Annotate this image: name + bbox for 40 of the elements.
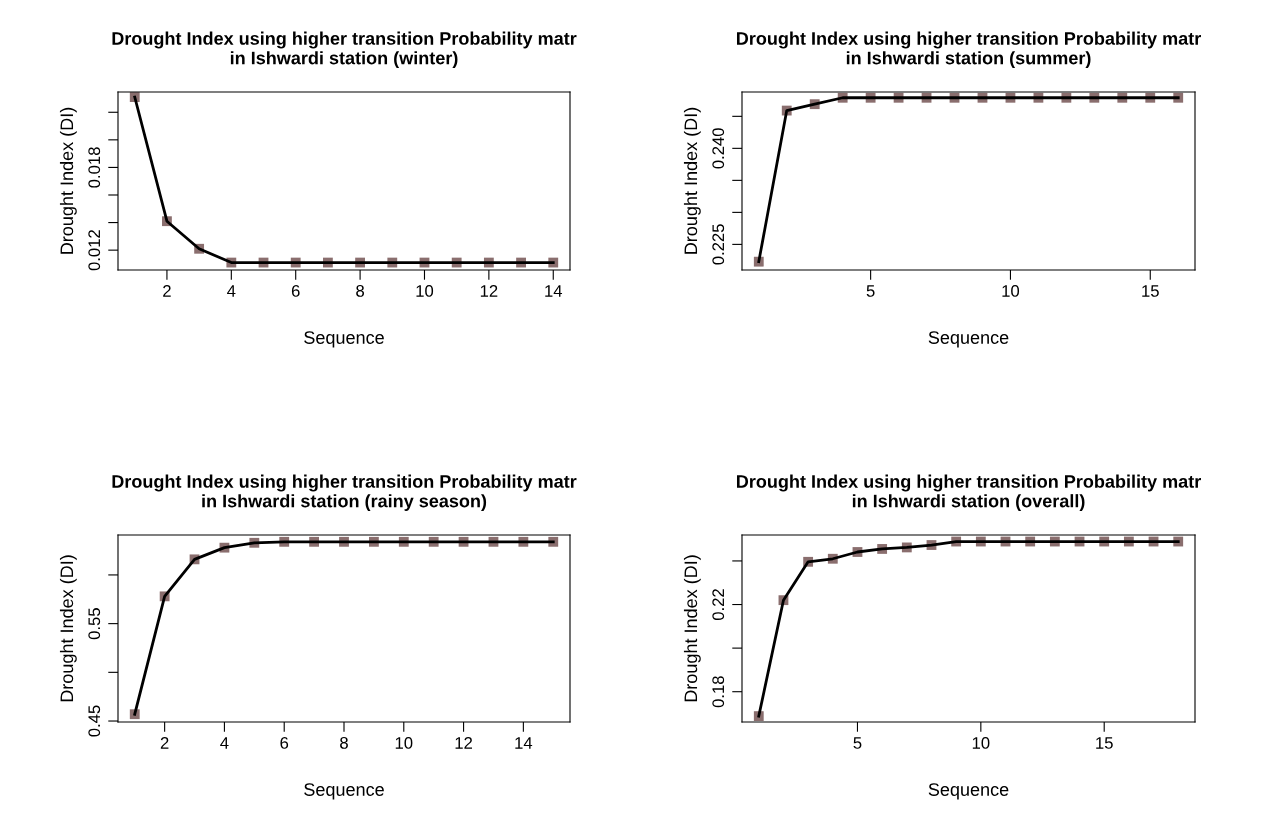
x-axis-title: Sequence bbox=[304, 783, 384, 800]
x-tick-label: 10 bbox=[416, 285, 434, 297]
x-tick-label: 10 bbox=[395, 737, 413, 749]
x-tick-label: 15 bbox=[1142, 285, 1159, 297]
y-tick-label: 0.240 bbox=[712, 128, 725, 169]
x-axis-title: Sequence bbox=[304, 331, 384, 348]
y-tick-label: 0.55 bbox=[88, 608, 101, 640]
y-tick-label: 0.18 bbox=[712, 676, 725, 708]
x-tick-label: 12 bbox=[480, 285, 498, 297]
x-tick-label: 2 bbox=[163, 285, 171, 297]
y-tick-label: 0.22 bbox=[712, 589, 725, 621]
x-axis-title: Sequence bbox=[928, 331, 1009, 348]
chart-title: Drought Index using higher transition Probability matr in Ishwardi station (overall) bbox=[736, 474, 1201, 511]
x-tick-label: 12 bbox=[455, 737, 473, 749]
x-tick-label: 10 bbox=[972, 737, 990, 749]
x-tick-label: 5 bbox=[853, 737, 862, 749]
x-axis-title: Sequence bbox=[928, 783, 1009, 800]
x-tick-label: 4 bbox=[220, 737, 229, 749]
x-tick-label: 5 bbox=[866, 285, 875, 297]
y-tick-label: 0.018 bbox=[88, 147, 101, 188]
x-tick-label: 15 bbox=[1096, 737, 1113, 749]
y-axis-title: Drought Index (DI) bbox=[683, 555, 701, 702]
x-tick-label: 6 bbox=[291, 285, 300, 297]
y-tick-label: 0.45 bbox=[88, 705, 101, 737]
y-tick-label: 0.225 bbox=[712, 224, 725, 265]
x-tick-label: 14 bbox=[515, 737, 533, 749]
y-tick-label: 0.012 bbox=[88, 230, 101, 271]
x-tick-label: 4 bbox=[227, 285, 236, 297]
y-axis-title: Drought Index (DI) bbox=[683, 107, 701, 254]
y-axis-title: Drought Index (DI) bbox=[59, 555, 77, 702]
chart-title: Drought Index using higher transition Probability matr in Ishwardi station (summer) bbox=[736, 31, 1201, 68]
chart-title: Drought Index using higher transition Probability matr in Ishwardi station (rainy season) bbox=[112, 474, 577, 511]
x-tick-label: 6 bbox=[280, 737, 289, 749]
x-tick-label: 2 bbox=[160, 737, 169, 749]
chart-title: Drought Index using higher transition Probability matr in Ishwardi station (winter) bbox=[112, 31, 577, 68]
x-tick-label: 8 bbox=[340, 737, 348, 749]
x-tick-label: 10 bbox=[1002, 285, 1020, 297]
x-tick-label: 8 bbox=[356, 285, 365, 297]
y-axis-title: Drought Index (DI) bbox=[59, 107, 77, 254]
x-tick-label: 14 bbox=[545, 285, 563, 297]
